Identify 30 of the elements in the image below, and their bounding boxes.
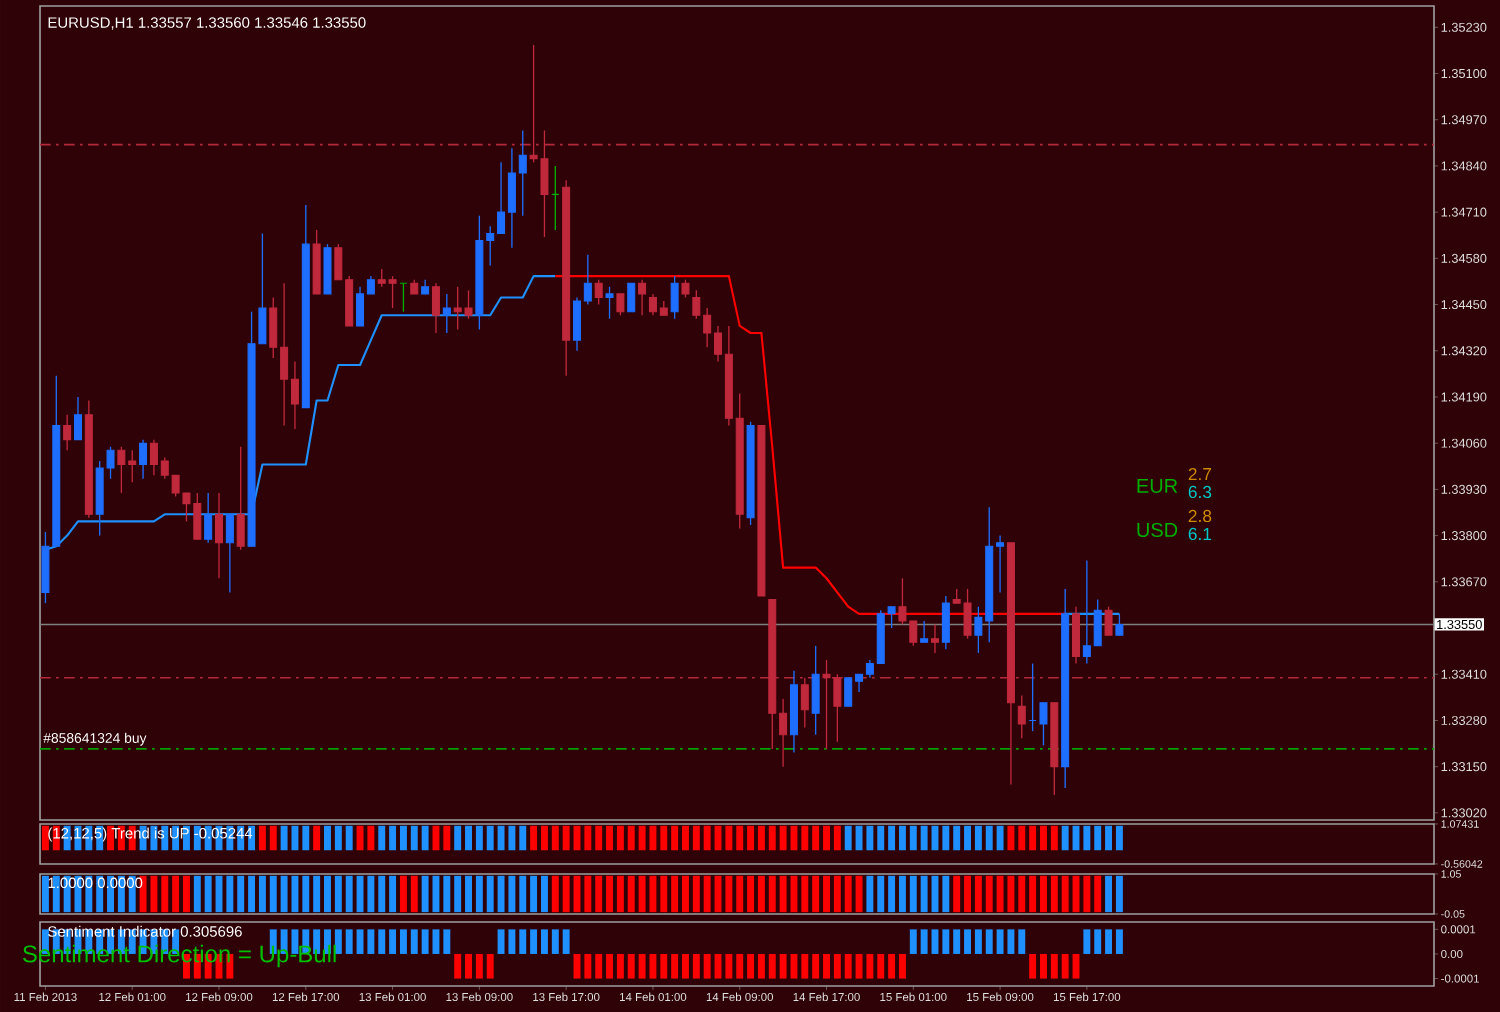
annotation: 6.1 <box>1188 527 1212 541</box>
candlestick <box>139 438 148 480</box>
candlestick <box>594 279 603 306</box>
candlestick <box>1072 606 1081 665</box>
annotation: 2.8 <box>1188 509 1212 523</box>
candlestick <box>941 595 950 651</box>
candlestick <box>616 293 625 316</box>
candlestick <box>605 286 614 320</box>
candlestick <box>920 620 929 643</box>
candlestick <box>236 446 245 551</box>
candlestick <box>204 492 213 544</box>
candlestick <box>627 282 636 313</box>
candlestick <box>431 282 440 334</box>
candlestick <box>638 279 647 316</box>
annotation: 6.3 <box>1188 485 1212 499</box>
annotation: EUR <box>1137 478 1178 493</box>
candlestick <box>1115 613 1124 636</box>
candlestick <box>930 623 939 654</box>
candlestick <box>63 414 72 451</box>
candlestick <box>670 275 679 320</box>
candlestick <box>215 492 224 579</box>
candlestick <box>73 396 82 441</box>
candlestick <box>225 513 234 594</box>
candlestick <box>811 645 820 736</box>
annotation: USD <box>1137 522 1178 538</box>
candlestick <box>323 243 332 295</box>
candlestick <box>1104 606 1113 636</box>
annotation: 2.7 <box>1188 467 1212 481</box>
candlestick <box>1017 694 1026 739</box>
candlestick <box>442 293 451 334</box>
